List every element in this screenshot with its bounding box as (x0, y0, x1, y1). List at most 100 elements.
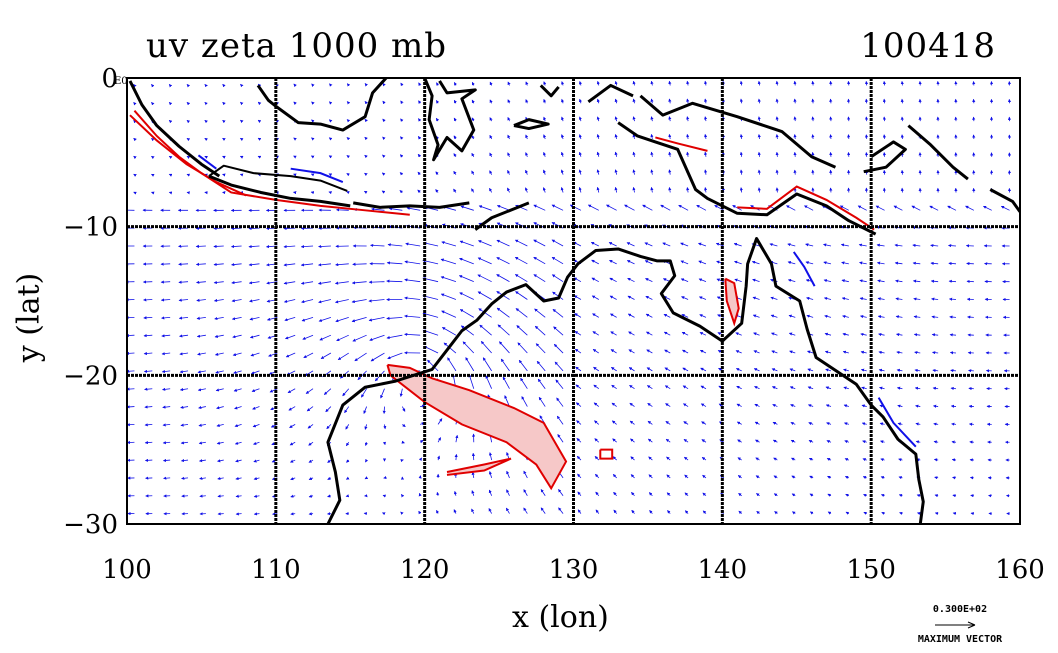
wind-vector (844, 458, 849, 462)
wind-vector (251, 370, 260, 375)
wind-vector (386, 279, 403, 283)
wind-vector (196, 316, 206, 320)
wind-vector (417, 171, 421, 176)
contour-positive (655, 136, 708, 152)
wind-vector (387, 352, 403, 360)
wind-vector (609, 277, 617, 283)
wind-vector (684, 474, 689, 479)
wind-vector (630, 456, 635, 461)
wind-vector (168, 155, 173, 160)
wind-vector (534, 325, 546, 336)
wind-vector (283, 299, 296, 303)
wind-vector (895, 297, 903, 301)
wind-vector (178, 280, 189, 284)
wind-vector (682, 367, 689, 372)
wind-vector (311, 119, 315, 123)
wind-vector (401, 440, 405, 444)
x-tick-labels: 100 110 120 130 140 150 160 (102, 555, 1045, 585)
wind-vector (308, 459, 314, 463)
wind-vector (916, 494, 921, 498)
wind-vector (934, 494, 939, 498)
wind-vector (793, 134, 797, 140)
wind-vector (462, 341, 475, 354)
wind-vector (686, 133, 690, 140)
wind-vector (489, 134, 493, 140)
wind-vector (666, 456, 671, 461)
wind-vector (248, 281, 260, 285)
wind-vector (231, 316, 242, 321)
reference-arrow-icon (935, 621, 976, 629)
wind-vector (664, 367, 671, 372)
wind-vector (629, 385, 635, 390)
wind-vector (335, 208, 349, 212)
wind-vector (624, 204, 635, 211)
coast-borneo-west (256, 84, 277, 108)
wind-vector (755, 457, 760, 461)
wind-vector (629, 420, 635, 425)
wind-vector (196, 334, 206, 338)
wind-vector (614, 98, 618, 104)
wind-vector (440, 276, 457, 283)
wind-vector (346, 83, 351, 87)
wind-vector (845, 493, 850, 497)
wind-vector (739, 80, 743, 86)
wind-vector (609, 259, 617, 265)
wind-vector (401, 493, 405, 498)
wind-vector (626, 242, 635, 247)
x-axis-label: x (lon) (512, 600, 609, 635)
wind-vector (929, 205, 939, 211)
wind-vector (739, 98, 743, 104)
wind-vector (465, 357, 475, 372)
wind-vector (533, 274, 546, 283)
wind-vector (895, 315, 903, 319)
wind-vector (417, 136, 422, 140)
wind-vector (609, 313, 617, 318)
wind-vector (253, 494, 260, 498)
wind-vector (300, 245, 314, 249)
wind-vector (739, 151, 743, 157)
wind-vector (400, 118, 404, 122)
wind-vector (863, 494, 867, 497)
wind-vector (345, 424, 350, 430)
wind-vector (551, 204, 564, 211)
wind-vector (485, 375, 493, 389)
wind-vector (204, 101, 208, 106)
wind-vector (576, 438, 582, 443)
wind-vector (649, 509, 653, 514)
wind-vector (574, 348, 582, 354)
wind-vector (593, 384, 600, 390)
wind-vector (402, 423, 406, 428)
wind-vector (789, 386, 796, 390)
wind-vector (775, 151, 779, 157)
wind-vector (144, 387, 153, 391)
wind-vector (880, 440, 885, 444)
wind-vector (471, 508, 475, 514)
wind-vector (841, 261, 849, 265)
wind-vector (912, 261, 921, 265)
wind-vector (307, 424, 314, 429)
wind-vector (842, 314, 849, 319)
wind-vector (686, 116, 690, 122)
wind-vector (418, 82, 422, 86)
wind-vector (739, 187, 743, 193)
wind-vector (160, 280, 171, 284)
wind-vector (895, 333, 903, 337)
wind-vector (468, 373, 475, 389)
coast-papua-bird (587, 83, 634, 103)
wind-vector (699, 332, 707, 336)
wind-vector (913, 297, 921, 301)
wind-vector (609, 295, 617, 300)
wind-vector (577, 473, 582, 479)
wind-vector (337, 352, 349, 361)
wind-vector (701, 457, 707, 461)
wind-vector (680, 242, 689, 247)
wind-vector (318, 244, 331, 249)
wind-vector (290, 477, 296, 481)
wind-vector (364, 424, 368, 430)
wind-vector (930, 261, 939, 265)
wind-vector (861, 386, 867, 390)
wind-vector (248, 244, 260, 249)
wind-vector (422, 312, 439, 318)
wind-vector (771, 386, 778, 390)
coast-sulawesi (423, 78, 477, 162)
